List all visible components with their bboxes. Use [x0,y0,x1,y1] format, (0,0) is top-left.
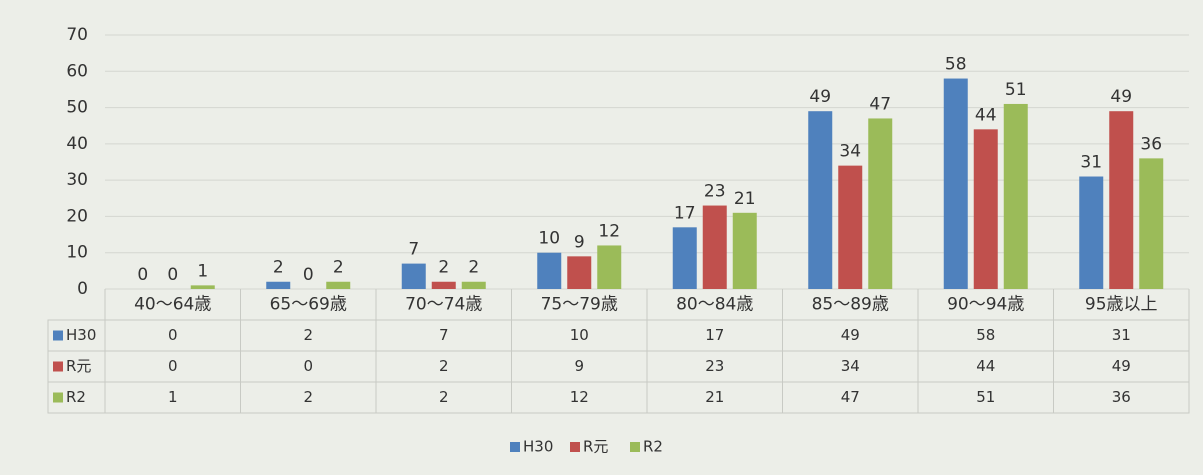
x-tick-label: 90〜94歳 [947,295,1024,315]
bar [1109,111,1134,289]
data-label: 51 [1005,80,1027,100]
table-frame [47,319,1190,414]
x-tick-label: 65〜69歳 [270,295,347,315]
data-label: 2 [438,258,449,278]
table-cell: 23 [705,357,724,375]
x-tick-label: 80〜84歳 [676,295,753,315]
data-label: 21 [734,189,756,209]
y-tick-label: 30 [66,170,88,190]
bar [567,256,592,289]
table-cell: 21 [705,388,724,406]
data-label: 23 [704,182,726,202]
data-label: 31 [1080,153,1102,173]
y-tick-label: 40 [66,134,88,154]
bar [702,205,727,289]
bar [597,245,622,289]
table-cell: 2 [439,357,449,375]
x-tick-label: 40〜64歳 [134,295,211,315]
legend-key [570,442,580,452]
bar [461,281,486,289]
table-cell: 49 [1112,357,1131,375]
bar [537,252,562,289]
data-label: 44 [975,105,997,125]
table-cell: 36 [1112,388,1131,406]
legend-key [630,442,640,452]
bar [431,281,456,289]
table-cell: 2 [303,388,313,406]
data-label: 0 [137,265,148,285]
table-cell: 1 [168,388,178,406]
bar [808,111,833,289]
bar [1139,158,1164,289]
bar [868,118,893,289]
data-label: 0 [167,265,178,285]
legend-key [510,442,520,452]
bar [1003,103,1028,289]
table-cell: 44 [976,357,995,375]
data-label: 2 [273,258,284,278]
table-cell: 2 [303,326,313,344]
table-cell: 58 [976,326,995,344]
table-cell: 49 [841,326,860,344]
table-cell: 17 [705,326,724,344]
data-label: 34 [839,142,861,162]
table-cell: 31 [1112,326,1131,344]
bar [326,281,351,289]
y-tick-label: 60 [66,61,88,81]
y-tick-label: 0 [77,279,88,299]
x-tick-label: 95歳以上 [1085,295,1158,315]
x-tick-label: 75〜79歳 [541,295,618,315]
legend-label: H30 [523,438,553,456]
table-legend-key [53,330,63,341]
x-tick-label: 85〜89歳 [812,295,889,315]
table-cell: 12 [570,388,589,406]
data-label: 17 [674,203,696,223]
legend-label: R元 [583,438,608,456]
bar [266,281,291,289]
table-cell: 10 [570,326,589,344]
bar [973,129,998,289]
data-label: 58 [945,55,967,75]
table-cell: 34 [841,357,860,375]
data-label: 12 [598,221,620,241]
table-legend-key [53,392,63,403]
bar [190,285,215,289]
data-label: 49 [809,87,831,107]
table-cell: 47 [841,388,860,406]
data-label: 2 [468,258,479,278]
y-tick-label: 50 [66,98,88,118]
y-tick-label: 70 [66,25,88,45]
data-label: 7 [408,240,419,260]
table-cell: 0 [303,357,313,375]
table-row-header: R元 [66,357,91,375]
data-label: 0 [303,265,314,285]
bar [943,78,968,290]
table-cell: 7 [439,326,449,344]
bar [1079,176,1104,289]
data-label: 47 [869,94,891,114]
y-tick-label: 20 [66,206,88,226]
table-row-header: H30 [66,326,96,344]
table-cell: 0 [168,357,178,375]
data-label: 10 [538,229,560,249]
data-label: 1 [197,261,208,281]
legend-label: R2 [643,438,663,456]
bar [401,263,426,289]
bar [732,212,757,289]
table-cell: 51 [976,388,995,406]
table-cell: 2 [439,388,449,406]
table-cell: 9 [574,357,584,375]
table-cell: 0 [168,326,178,344]
data-label: 2 [333,258,344,278]
x-tick-label: 70〜74歳 [405,295,482,315]
data-label: 49 [1110,87,1132,107]
data-label: 9 [574,232,585,252]
data-label: 36 [1140,134,1162,154]
y-tick-label: 10 [66,243,88,263]
table-row-header: R2 [66,388,86,406]
bar [672,227,697,289]
bar [838,165,863,289]
table-legend-key [53,361,63,372]
